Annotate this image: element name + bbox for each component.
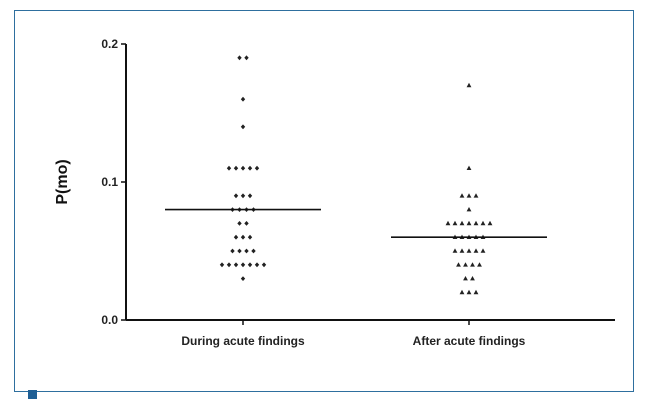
data-point (240, 165, 246, 171)
data-point (466, 220, 472, 226)
median-lines (165, 208, 547, 238)
axes (125, 44, 615, 321)
y-tick-label: 0.2 (101, 37, 118, 51)
data-point (473, 289, 479, 295)
data-point (240, 193, 246, 199)
data-point (233, 234, 239, 240)
data-point (473, 248, 479, 253)
data-point (254, 165, 260, 171)
data-point (251, 248, 256, 254)
data-point (230, 248, 235, 254)
data-point (244, 55, 249, 61)
data-point (240, 234, 246, 240)
y-ticks: 0.0 0.1 0.2 (101, 37, 126, 327)
x-categories: During acute findings After acute finding… (181, 320, 526, 348)
x-category-label: After acute findings (413, 334, 526, 348)
data-point (463, 276, 468, 281)
data-point (247, 193, 253, 199)
data-point (244, 221, 249, 226)
data-points (219, 55, 493, 295)
data-point (480, 248, 486, 253)
data-point (459, 193, 465, 198)
data-point (487, 220, 493, 226)
data-point (226, 262, 232, 268)
data-point (247, 165, 253, 171)
data-point (254, 262, 260, 268)
data-point (445, 220, 451, 226)
data-point (237, 248, 242, 254)
data-point (240, 96, 246, 102)
data-point (237, 55, 242, 61)
data-point (247, 262, 253, 268)
data-point (459, 248, 465, 253)
data-point (247, 234, 253, 240)
data-point (466, 248, 472, 253)
data-point (219, 262, 225, 268)
data-point (452, 220, 458, 226)
data-point (261, 262, 267, 268)
data-point (240, 262, 246, 268)
data-point (459, 289, 465, 295)
data-point (480, 220, 486, 226)
data-point (466, 82, 472, 88)
data-point (470, 262, 475, 267)
data-point (452, 248, 458, 253)
data-point (466, 207, 472, 212)
y-axis-title: P(mo) (54, 159, 71, 204)
data-point (240, 276, 246, 281)
data-point (226, 165, 232, 171)
data-point (244, 248, 249, 254)
data-point (233, 193, 239, 199)
data-point (233, 165, 239, 171)
data-point (466, 165, 472, 170)
y-tick-label: 0.1 (101, 175, 118, 189)
data-point (466, 289, 472, 295)
data-point (456, 262, 461, 267)
figure-corner-marker (28, 390, 37, 399)
x-category-label: During acute findings (181, 334, 305, 348)
scatter-plot: P(mo) 0.0 0.1 0.2 During acute findings Aft… (54, 37, 615, 348)
data-point (473, 220, 479, 226)
data-point (240, 124, 246, 130)
data-point (477, 262, 482, 267)
figure-frame: P(mo) 0.0 0.1 0.2 During acute findings Aft… (14, 10, 634, 392)
data-point (473, 193, 479, 198)
y-tick-label: 0.0 (101, 313, 118, 327)
data-point (466, 193, 472, 198)
data-point (237, 221, 242, 226)
data-point (459, 220, 465, 226)
data-point (233, 262, 239, 268)
data-point (463, 262, 468, 267)
data-point (470, 276, 475, 281)
